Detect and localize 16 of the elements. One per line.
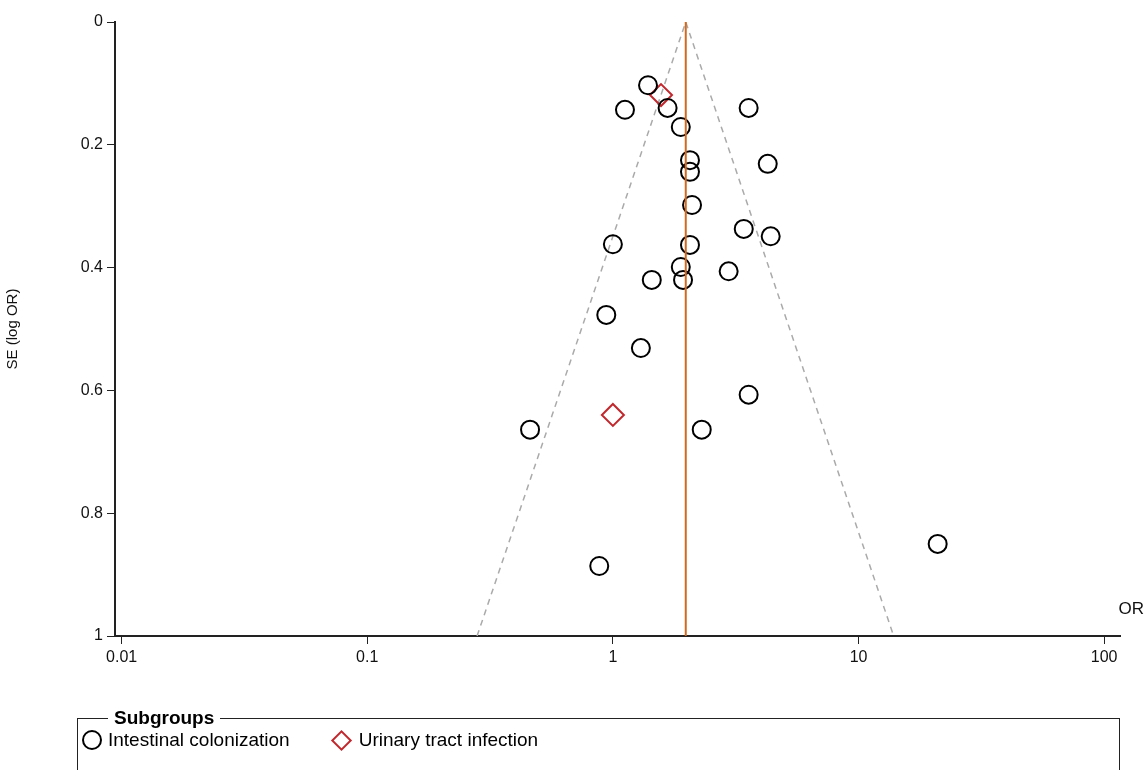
- x-tick-label: 0.01: [106, 648, 138, 666]
- y-tick-label: 0: [94, 12, 104, 30]
- x-tick-label: 100: [1090, 648, 1118, 666]
- y-tick-label: 0.8: [80, 503, 104, 521]
- y-axis-title: SE (log OR): [3, 288, 21, 370]
- y-tick-label: 0.6: [80, 380, 104, 398]
- y-tick-label: 0.2: [80, 135, 104, 153]
- x-axis-title: OR: [1118, 599, 1144, 618]
- x-tick-label: 0.1: [356, 648, 379, 666]
- y-tick-label: 0.4: [80, 258, 104, 276]
- y-tick-label: 1: [94, 626, 104, 644]
- legend-label: Intestinal colonization: [108, 729, 290, 751]
- legend-title: Subgroups: [108, 707, 221, 729]
- x-tick-label: 10: [849, 648, 868, 666]
- x-tick-label: 1: [608, 648, 618, 666]
- legend-label: Urinary tract infection: [358, 729, 539, 751]
